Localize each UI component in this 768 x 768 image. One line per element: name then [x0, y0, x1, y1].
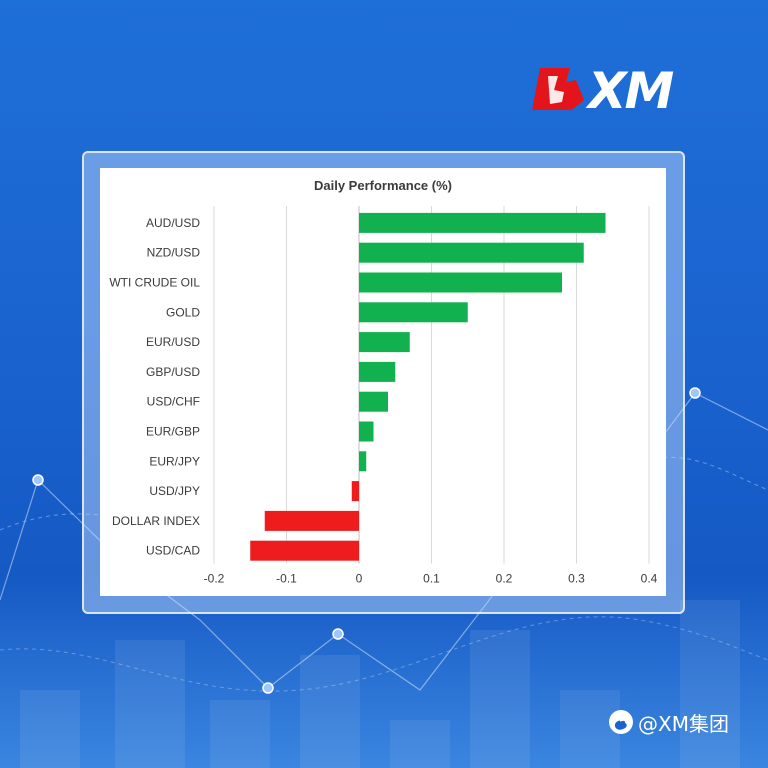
bar	[359, 302, 468, 323]
bar	[359, 421, 374, 442]
bar	[359, 361, 396, 382]
social-watermark: @XM集团	[608, 707, 729, 737]
chart-title: Daily Performance (%)	[314, 178, 452, 193]
category-label: WTI CRUDE OIL	[109, 276, 200, 290]
x-tick-label: 0	[356, 572, 363, 586]
category-label: EUR/JPY	[149, 454, 200, 468]
bar	[359, 212, 606, 233]
bar	[351, 481, 359, 502]
category-label: USD/JPY	[149, 484, 200, 498]
category-label: GOLD	[166, 305, 200, 319]
category-label: USD/CAD	[146, 544, 200, 558]
category-label: EUR/USD	[146, 335, 200, 349]
chart-panel: Daily Performance (%) AUD/USD NZD/USD WTI …	[100, 168, 666, 596]
bar	[359, 391, 388, 412]
bar	[359, 242, 584, 263]
bar	[264, 510, 359, 531]
category-label: AUD/USD	[146, 216, 200, 230]
x-tick-label: -0.1	[276, 572, 297, 586]
category-label: DOLLAR INDEX	[112, 514, 200, 528]
category-label: USD/CHF	[147, 395, 200, 409]
x-tick-labels: -0.2 -0.1 0 0.1 0.2 0.3 0.4	[204, 572, 658, 586]
bar-chart: AUD/USD NZD/USD WTI CRUDE OIL GOLD EUR/USD GB…	[109, 206, 658, 586]
bar	[359, 332, 410, 353]
x-tick-label: -0.2	[204, 572, 225, 586]
bar	[359, 272, 562, 293]
xm-logo: XM	[532, 62, 676, 116]
social-handle: @XM集团	[638, 711, 729, 736]
logo-text: XM	[585, 62, 674, 116]
weibo-icon	[609, 710, 633, 734]
category-label: EUR/GBP	[146, 425, 200, 439]
bars	[250, 212, 606, 561]
category-label: GBP/USD	[146, 365, 200, 379]
x-tick-label: 0.2	[496, 572, 513, 586]
category-labels: AUD/USD NZD/USD WTI CRUDE OIL GOLD EUR/USD GB…	[109, 216, 200, 558]
x-tick-label: 0.3	[568, 572, 585, 586]
bar	[359, 451, 367, 472]
x-tick-label: 0.4	[641, 572, 658, 586]
x-tick-label: 0.1	[423, 572, 440, 586]
category-label: NZD/USD	[147, 246, 201, 260]
bar	[250, 540, 359, 561]
grid-lines	[213, 206, 650, 564]
